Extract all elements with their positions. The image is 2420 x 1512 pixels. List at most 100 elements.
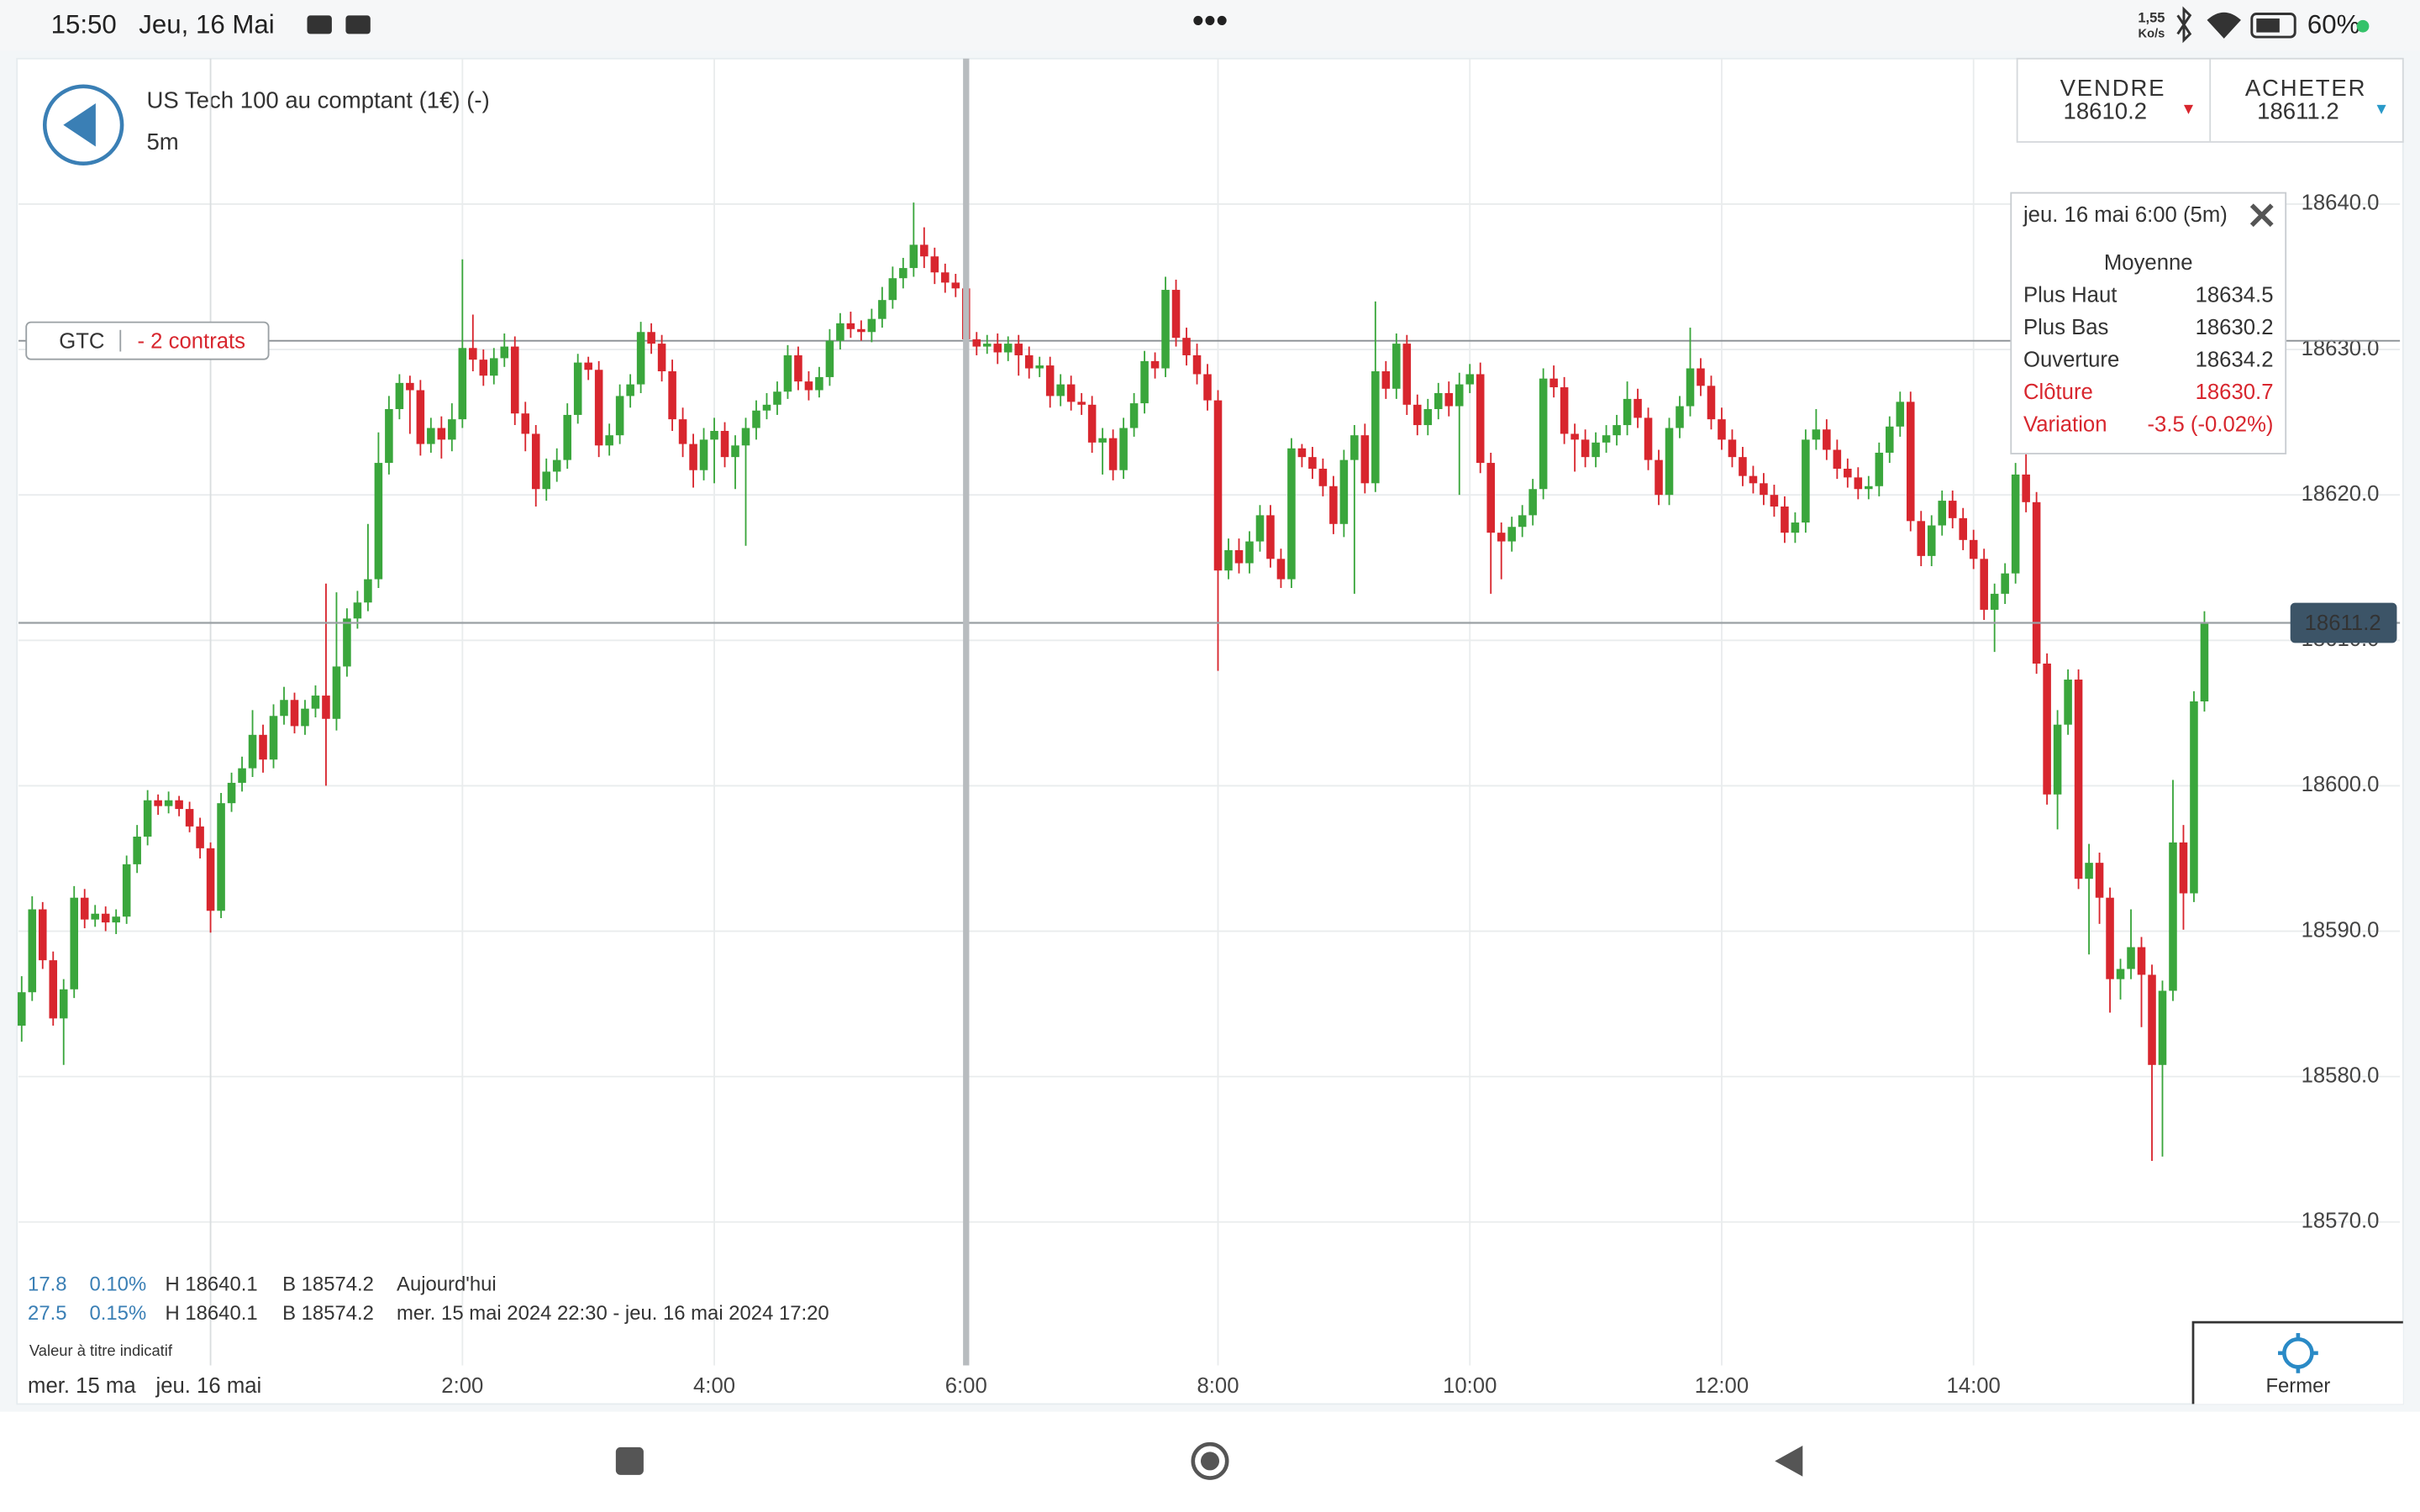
tooltip-close[interactable] (2249, 203, 2274, 228)
candle-body (1938, 501, 1947, 526)
candle-body (122, 864, 131, 917)
candle-body (1350, 435, 1359, 460)
candle-body (1707, 386, 1716, 420)
candle-body (1098, 438, 1107, 443)
candle-body (951, 282, 960, 289)
candle-body (1697, 368, 1705, 386)
candle-body (1886, 426, 1894, 453)
candle-body (1969, 539, 1978, 559)
stat-change: 27.5 (28, 1302, 66, 1325)
candle-body (2190, 701, 2198, 894)
candle-body (899, 268, 908, 279)
candle-body (1203, 374, 1212, 401)
candle-body (38, 909, 47, 961)
candle-body (133, 836, 141, 864)
candle-body (1560, 387, 1569, 434)
stat-percent: 0.15% (90, 1302, 147, 1325)
close-button-border (2191, 1320, 2403, 1404)
candle-body (1802, 439, 1810, 523)
candle-body (1455, 384, 1464, 407)
candle-body (1276, 559, 1286, 580)
buy-label: ACHETER (2245, 75, 2367, 101)
candle-body (1581, 439, 1590, 458)
candle-body (2043, 663, 2051, 795)
candle-body (563, 414, 571, 460)
sell-price: 18610.2 (2064, 97, 2148, 123)
candle-body (238, 768, 246, 783)
status-date: Jeu, 16 Mai (139, 9, 274, 39)
battery-icon (2250, 13, 2296, 39)
candle-body (1381, 371, 1391, 389)
candle-body (59, 989, 68, 1019)
candle-body (1812, 429, 1821, 440)
date-label: jeu. 16 mai (155, 1374, 262, 1398)
candle-body (2074, 680, 2083, 879)
y-tick-label: 18600.0 (2302, 773, 2380, 796)
candle-body (605, 435, 613, 446)
candle-body (1213, 400, 1223, 571)
candle-body (2106, 897, 2114, 979)
candle-body (1539, 378, 1548, 490)
candle-body (1140, 360, 1149, 404)
candle-body (1255, 515, 1265, 542)
candle-body (395, 382, 404, 410)
tooltip-label: Clôture (2023, 381, 2093, 404)
battery-level (2256, 18, 2280, 33)
candle-body (143, 800, 152, 837)
candle-body (1192, 354, 1202, 375)
candles (18, 202, 2209, 1162)
status-menu[interactable]: ••• (1192, 1, 1228, 39)
candle-body (2116, 969, 2125, 979)
candle-body (1612, 425, 1621, 436)
back-arrow (63, 103, 96, 147)
x-tick-label: 2:00 (441, 1374, 483, 1398)
tooltip-value: 18630.2 (2196, 316, 2274, 339)
candle-body (1476, 374, 1485, 464)
candle-body (1413, 404, 1422, 426)
candle-body (1224, 549, 1233, 571)
candle-body (427, 428, 435, 444)
candle-body (1024, 354, 1034, 369)
candle-body (1865, 486, 1873, 490)
candle-body (825, 340, 834, 377)
tooltip-title: jeu. 16 mai 6:00 (5m) (2023, 203, 2228, 227)
candle-body (500, 346, 509, 359)
instrument-title: US Tech 100 au comptant (1€) (-) (146, 87, 489, 113)
candle-body (867, 318, 876, 333)
close-label: Fermer (2265, 1375, 2330, 1398)
close-chart-button[interactable]: Fermer (2191, 1320, 2403, 1404)
candle-body (91, 913, 99, 920)
candle-body (1875, 452, 1884, 486)
sell-caret (2183, 104, 2193, 114)
status-bar (0, 0, 2420, 51)
sell-label: VENDRE (2060, 75, 2166, 101)
candle-body (1486, 463, 1495, 533)
order-label: GTC (59, 329, 104, 353)
timeframe[interactable]: 5m (146, 129, 178, 155)
candle-body (1066, 384, 1076, 402)
nav-recent[interactable] (615, 1446, 644, 1475)
nav-home[interactable] (1191, 1441, 1229, 1480)
candle-body (941, 272, 950, 283)
candle-body (930, 256, 939, 273)
candle-body (1129, 403, 1139, 428)
candle-body (1634, 398, 1642, 418)
candle-body (1171, 290, 1181, 339)
candle-body (752, 410, 760, 428)
candle-body (2148, 974, 2156, 1065)
candle-body (1077, 402, 1086, 405)
candle-body (741, 428, 750, 446)
nav-back[interactable] (1775, 1446, 1803, 1477)
x-tick-label: 12:00 (1695, 1374, 1749, 1398)
candle-body (878, 300, 886, 319)
candle-body (720, 430, 729, 458)
candle-body (1760, 483, 1768, 496)
candle-body (1507, 527, 1516, 542)
candle-body (1434, 392, 1443, 410)
candle-body (678, 419, 687, 444)
candle-body (573, 362, 582, 415)
